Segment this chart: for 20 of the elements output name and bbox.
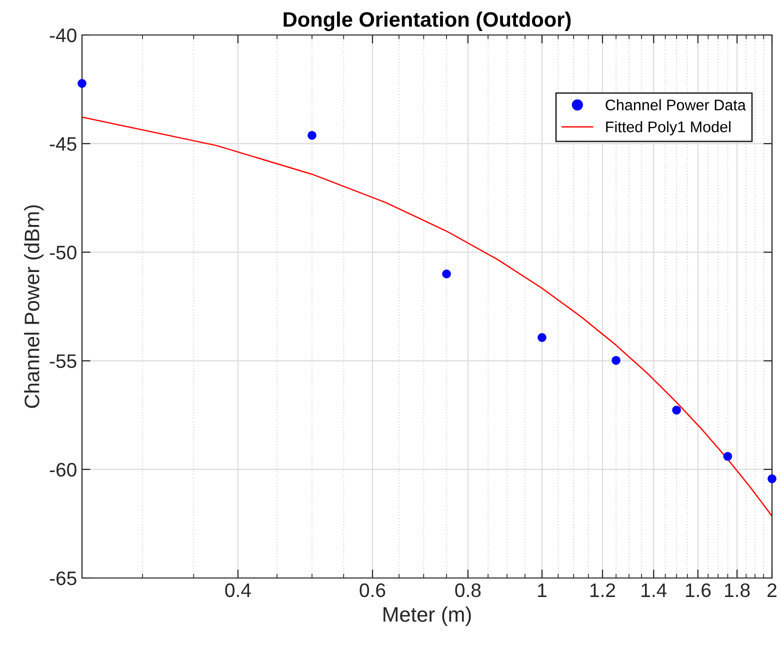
x-tick-label: 2 xyxy=(768,583,776,597)
x-tick-label: 1.6 xyxy=(686,583,711,598)
x-tick-label: 1.8 xyxy=(725,583,750,598)
y-tick-label: -50 xyxy=(50,246,76,260)
y-tick-label: -60 xyxy=(50,462,76,477)
y-tick-label: -45 xyxy=(50,137,76,151)
x-tick-label: 0.8 xyxy=(455,583,481,598)
legend-label: Fitted Poly1 Model xyxy=(606,121,730,136)
y-tick-label: -55 xyxy=(50,354,76,368)
chart-title: Dongle Orientation (Outdoor) xyxy=(284,12,571,32)
x-tick-label: 1 xyxy=(538,584,546,597)
x-tick-label: 1.2 xyxy=(590,583,616,597)
x-tick-label: 1.4 xyxy=(642,584,667,597)
x-tick-label: 0.4 xyxy=(225,583,251,598)
legend-label: Channel Power Data xyxy=(606,99,746,110)
x-tick-label: 0.6 xyxy=(360,583,386,598)
y-axis-title: Channel Power (dBm) xyxy=(24,205,44,408)
y-tick-label: -65 xyxy=(50,571,76,586)
x-axis-title: Meter (m) xyxy=(384,606,471,626)
y-tick-label: -40 xyxy=(50,28,76,42)
